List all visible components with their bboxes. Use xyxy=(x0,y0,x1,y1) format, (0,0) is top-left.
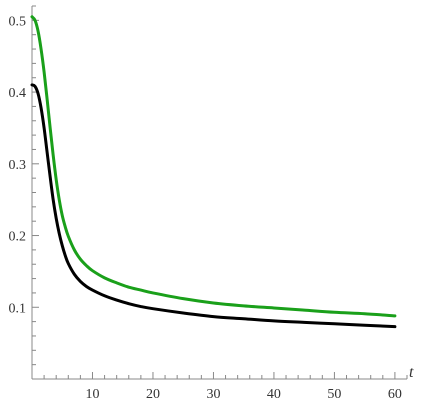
x-tick-label: 60 xyxy=(388,387,402,402)
tick-labels: 10 20 30 40 50 60 0.1 0.2 0.3 0.4 0.5 xyxy=(9,14,402,402)
black-series-line xyxy=(30,83,397,329)
y-tick-label: 0.4 xyxy=(9,86,27,101)
y-tick-label: 0.1 xyxy=(9,301,27,316)
x-tick-label: 10 xyxy=(85,387,99,402)
green-series-line xyxy=(30,15,397,318)
x-tick-label: 50 xyxy=(327,387,341,402)
ticks xyxy=(32,5,408,379)
y-tick-label: 0.2 xyxy=(9,230,27,245)
series-lines xyxy=(30,15,397,329)
x-tick-label: 30 xyxy=(206,387,220,402)
x-axis-title: t xyxy=(409,364,414,381)
y-tick-label: 0.5 xyxy=(9,14,27,29)
y-tick-label: 0.3 xyxy=(9,158,27,173)
x-tick-label: 40 xyxy=(267,387,281,402)
x-tick-label: 20 xyxy=(146,387,160,402)
